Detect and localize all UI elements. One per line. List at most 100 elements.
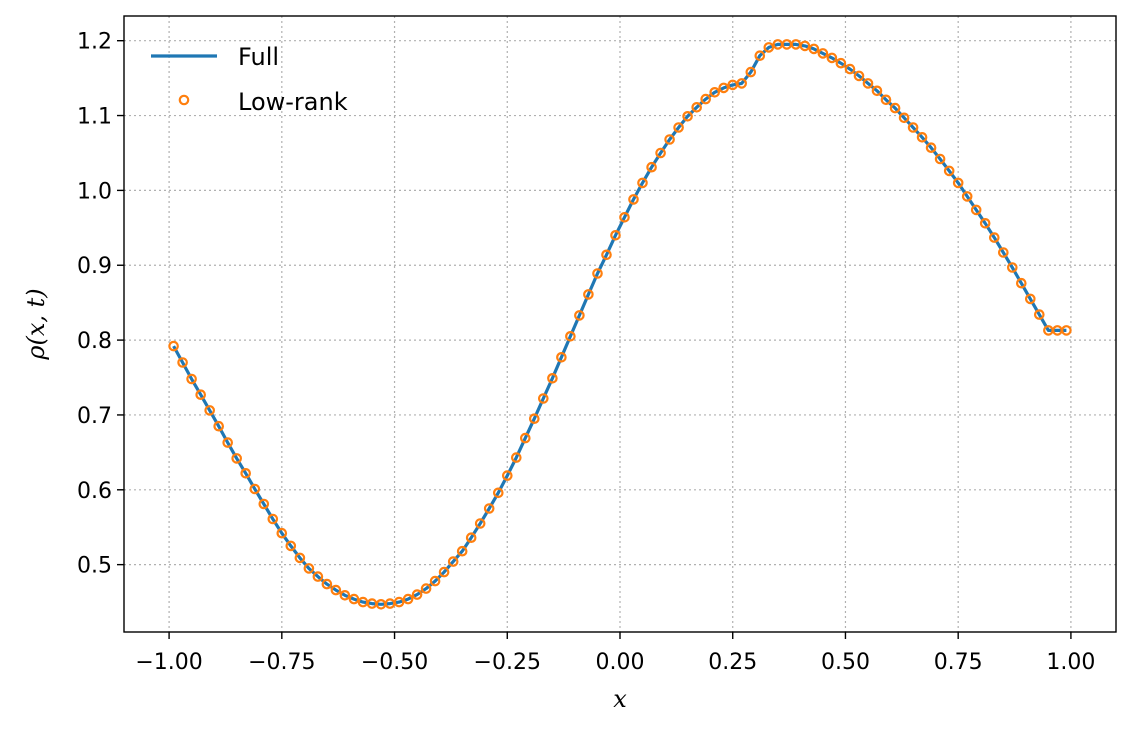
low-rank-point <box>312 571 324 582</box>
y-axis-label: ρ(x, t) <box>22 288 50 360</box>
x-tick-label: −0.75 <box>248 650 315 675</box>
low-rank-point <box>519 432 531 444</box>
low-rank-point <box>222 437 233 448</box>
low-rank-point <box>249 483 261 495</box>
low-rank-point <box>393 596 405 608</box>
low-rank-point <box>168 340 179 352</box>
legend-label-full: Full <box>238 43 279 71</box>
low-rank-point <box>177 357 188 368</box>
low-rank-point <box>483 503 495 514</box>
low-rank-point <box>231 453 242 464</box>
low-rank-point <box>952 177 964 189</box>
low-rank-point <box>447 556 459 567</box>
low-rank-point <box>330 584 342 596</box>
low-rank-point <box>420 583 432 594</box>
low-rank-point <box>853 70 865 82</box>
x-tick-label: −1.00 <box>135 650 202 675</box>
low-rank-point <box>574 310 585 321</box>
low-rank-point <box>321 578 333 590</box>
low-rank-point <box>655 147 666 159</box>
low-rank-point <box>808 43 820 55</box>
x-tick-label: −0.50 <box>361 650 428 675</box>
low-rank-point <box>1015 277 1027 289</box>
series-layer <box>168 39 1072 610</box>
low-rank-point <box>429 575 441 587</box>
y-tick-label: 0.6 <box>77 479 112 504</box>
low-rank-point <box>258 498 270 510</box>
low-rank-point <box>1061 325 1072 336</box>
series-line-full <box>172 42 1067 606</box>
low-rank-point <box>889 102 901 114</box>
low-rank-point <box>943 165 955 177</box>
low-rank-point <box>907 122 919 133</box>
low-rank-point <box>817 48 829 59</box>
low-rank-point <box>997 247 1009 258</box>
low-rank-point <box>628 194 639 205</box>
low-rank-point <box>1006 262 1018 273</box>
low-rank-point <box>691 102 702 113</box>
low-rank-point <box>916 132 928 143</box>
grid <box>124 16 1116 632</box>
low-rank-point <box>592 268 603 279</box>
ticks: −1.00 −0.75 −0.50 −0.25 0.00 0.25 0.50 0.75 1.0 0… <box>77 30 1095 675</box>
y-tick-label: 1.0 <box>77 179 112 204</box>
low-rank-point <box>1034 309 1045 320</box>
y-tick-label: 1.1 <box>77 105 112 130</box>
low-rank-point <box>348 593 360 605</box>
low-rank-point <box>844 63 856 75</box>
low-rank-point <box>438 566 450 578</box>
low-rank-point <box>637 177 648 189</box>
x-axis-label: x <box>613 685 627 713</box>
low-rank-point <box>204 405 215 416</box>
low-rank-point <box>736 78 747 89</box>
low-rank-point <box>646 161 657 173</box>
low-rank-point <box>619 212 630 223</box>
low-rank-point <box>492 487 504 499</box>
low-rank-point <box>664 134 675 145</box>
x-tick-label: 0.25 <box>708 650 757 675</box>
low-rank-point <box>240 467 251 479</box>
y-tick-label: 0.7 <box>77 404 112 429</box>
low-rank-point <box>601 249 612 261</box>
low-rank-point <box>474 518 486 529</box>
low-rank-point <box>565 330 576 342</box>
low-rank-point <box>898 112 910 124</box>
low-rank-point <box>213 420 224 432</box>
low-rank-point <box>583 289 594 300</box>
low-rank-point <box>195 389 206 400</box>
low-rank-point <box>862 78 874 89</box>
x-tick-label: 0.75 <box>934 650 983 675</box>
low-rank-point <box>303 563 315 574</box>
low-rank-point <box>700 93 711 105</box>
low-rank-point <box>871 85 883 97</box>
low-rank-point <box>267 513 279 525</box>
legend: Full Low-rank <box>151 43 348 116</box>
low-rank-point <box>709 87 720 98</box>
low-rank-point <box>718 82 729 94</box>
low-rank-point <box>682 111 693 122</box>
low-rank-point <box>510 452 522 463</box>
low-rank-point <box>339 589 351 601</box>
x-tick-label: −0.25 <box>474 650 541 675</box>
low-rank-point <box>1025 293 1036 305</box>
low-rank-point <box>465 532 477 543</box>
y-tick-label: 1.2 <box>77 30 112 55</box>
x-tick-label: 0.50 <box>821 650 870 675</box>
low-rank-point <box>186 373 197 385</box>
low-rank-point <box>763 42 775 53</box>
low-rank-point <box>285 540 297 552</box>
low-rank-point <box>934 153 946 165</box>
low-rank-point <box>961 191 973 202</box>
low-rank-point <box>745 66 757 78</box>
low-rank-point <box>547 372 558 384</box>
low-rank-point <box>970 204 982 216</box>
x-tick-label: 0.00 <box>596 650 645 675</box>
low-rank-point <box>276 527 288 539</box>
low-rank-point <box>880 94 892 106</box>
low-rank-point <box>402 593 414 605</box>
low-rank-point <box>988 232 1000 243</box>
low-rank-point <box>528 413 540 424</box>
low-rank-point <box>979 218 991 229</box>
low-rank-point <box>411 589 423 600</box>
